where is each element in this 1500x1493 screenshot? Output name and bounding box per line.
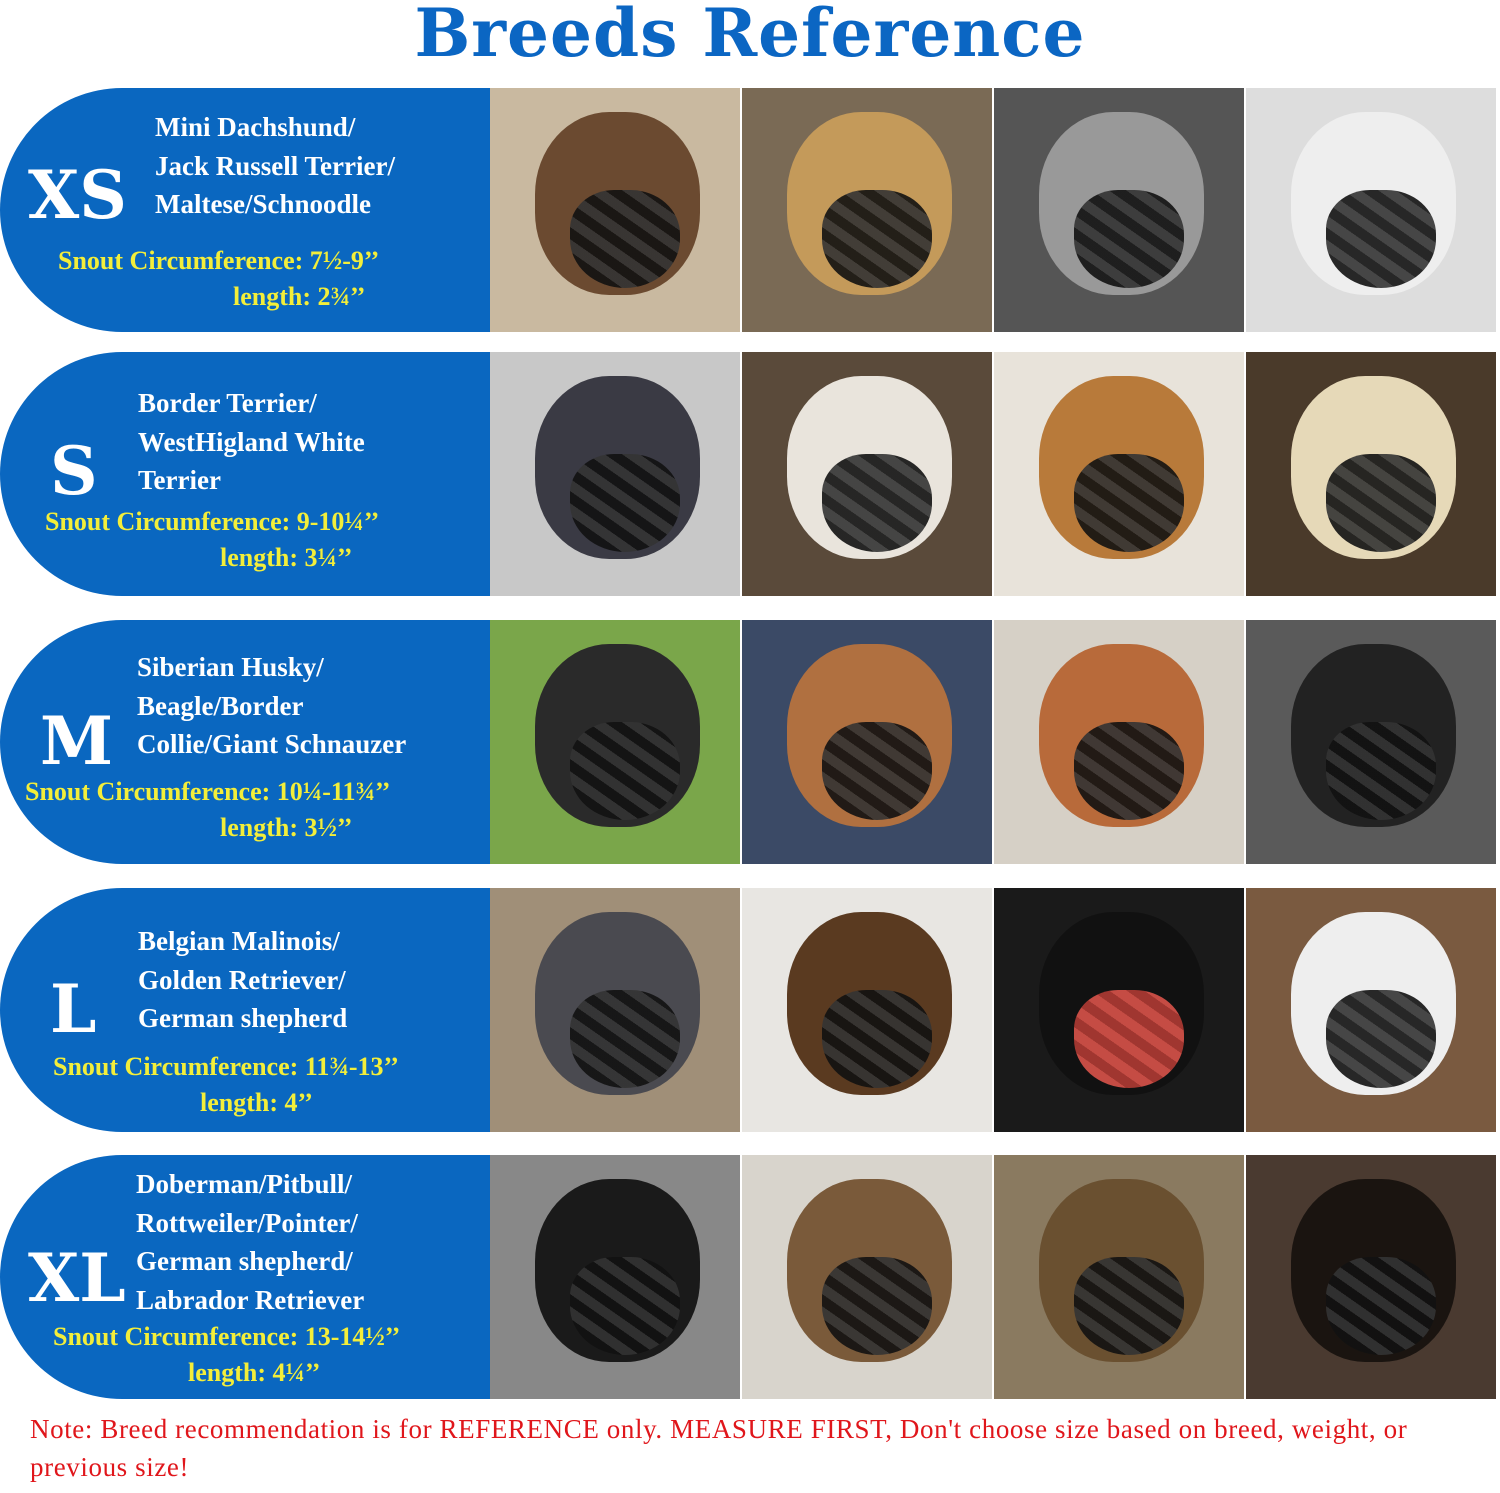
breed-list: Belgian Malinois/Golden Retriever/German… (138, 922, 347, 1038)
dog-photo (994, 1155, 1244, 1399)
snout-circumference: Snout Circumference: 11¾-13’’ (53, 1052, 399, 1081)
breed-list: Doberman/Pitbull/Rottweiler/Pointer/Germ… (136, 1165, 364, 1319)
muzzle-icon (570, 190, 680, 289)
dog-photo (490, 352, 740, 596)
muzzle-icon (1326, 1257, 1436, 1356)
size-panel: XL Doberman/Pitbull/Rottweiler/Pointer/G… (0, 1155, 490, 1399)
muzzle-icon (1074, 454, 1184, 553)
muzzle-icon (1074, 190, 1184, 289)
breed-line: German shepherd (138, 1003, 348, 1033)
size-row-m: M Siberian Husky/Beagle/Border Collie/Gia… (0, 620, 1500, 864)
dog-photo (490, 88, 740, 332)
note-text: Note: Breed recommendation is for REFERE… (30, 1414, 1408, 1482)
size-panel: S Border Terrier/WestHigland White Terrie… (0, 352, 490, 596)
dog-photo (742, 620, 992, 864)
breed-line: Terrier (138, 465, 221, 495)
breed-line: Beagle/Border (137, 690, 304, 721)
breed-list: Border Terrier/WestHigland White Terrier (138, 384, 365, 500)
dog-photo (994, 88, 1244, 332)
snout-circumference: Snout Circumference: 10¼-11¾’’ (25, 777, 391, 806)
size-panel: XS Mini Dachshund/Jack Russell Terrier/M… (0, 88, 490, 332)
snout-length: length: 2¾’’ (233, 282, 366, 311)
breed-line: WestHigland White (138, 426, 365, 457)
breed-list: Siberian Husky/Beagle/Border Collie/Giant… (137, 648, 406, 764)
snout-length: length: 4’’ (200, 1088, 313, 1117)
breed-line: Siberian Husky/ (137, 652, 324, 682)
dog-photo (1246, 352, 1496, 596)
muzzle-icon (822, 190, 932, 289)
size-label: M (40, 702, 114, 780)
dog-photo (742, 352, 992, 596)
breed-line: Maltese/Schnoodle (155, 189, 371, 219)
muzzle-icon (570, 1257, 680, 1356)
snout-length: length: 4¼’’ (188, 1358, 321, 1387)
muzzle-icon (1074, 722, 1184, 821)
size-label: S (50, 432, 98, 510)
muzzle-icon (570, 454, 680, 553)
breed-list: Mini Dachshund/Jack Russell Terrier/Malt… (155, 108, 395, 224)
dog-photo (742, 88, 992, 332)
dog-photo (490, 620, 740, 864)
muzzle-icon (1326, 190, 1436, 289)
dog-photo (490, 1155, 740, 1399)
size-row-s: S Border Terrier/WestHigland White Terrie… (0, 352, 1500, 596)
size-label: L (50, 970, 97, 1048)
dog-photo (1246, 88, 1496, 332)
breed-line: German shepherd/ (136, 1246, 353, 1276)
page-title: Breeds Reference (414, 0, 1086, 72)
dog-photo (1246, 1155, 1496, 1399)
muzzle-icon (1326, 454, 1436, 553)
muzzle-icon (1074, 990, 1184, 1089)
muzzle-icon (1326, 722, 1436, 821)
breed-line: Labrador Retriever (136, 1284, 365, 1315)
size-label: XL (28, 1239, 126, 1317)
muzzle-icon (822, 454, 932, 553)
muzzle-icon (822, 1257, 932, 1356)
size-row-l: L Belgian Malinois/Golden Retriever/Germ… (0, 888, 1500, 1132)
muzzle-icon (822, 990, 932, 1089)
dog-photo (742, 1155, 992, 1399)
muzzle-icon (1074, 1257, 1184, 1356)
size-panel: L Belgian Malinois/Golden Retriever/Germ… (0, 888, 490, 1132)
muzzle-icon (822, 722, 932, 821)
breed-line: Mini Dachshund/ (155, 112, 356, 142)
snout-circumference: Snout Circumference: 13-14½’’ (53, 1322, 401, 1351)
breed-line: Border Terrier/ (138, 388, 317, 418)
muzzle-icon (1326, 990, 1436, 1089)
dog-photo (490, 888, 740, 1132)
dog-photo (742, 888, 992, 1132)
snout-length: length: 3½’’ (220, 813, 353, 842)
dog-photo (994, 352, 1244, 596)
dog-photo (1246, 888, 1496, 1132)
size-panel: M Siberian Husky/Beagle/Border Collie/Gia… (0, 620, 490, 864)
breed-line: Doberman/Pitbull/ (136, 1169, 353, 1199)
breed-line: Rottweiler/Pointer/ (136, 1207, 358, 1238)
size-row-xs: XS Mini Dachshund/Jack Russell Terrier/M… (0, 88, 1500, 332)
dog-photo (994, 888, 1244, 1132)
breed-line: Golden Retriever/ (138, 964, 346, 995)
dog-photo (994, 620, 1244, 864)
size-label: XS (28, 156, 127, 234)
muzzle-icon (570, 722, 680, 821)
breed-line: Collie/Giant Schnauzer (137, 729, 407, 759)
snout-length: length: 3¼’’ (220, 543, 353, 572)
snout-circumference: Snout Circumference: 7½-9’’ (58, 246, 380, 275)
breed-line: Jack Russell Terrier/ (155, 150, 395, 181)
size-row-xl: XL Doberman/Pitbull/Rottweiler/Pointer/G… (0, 1155, 1500, 1399)
snout-circumference: Snout Circumference: 9-10¼’’ (45, 507, 380, 536)
breed-line: Belgian Malinois/ (138, 926, 340, 956)
dog-photo (1246, 620, 1496, 864)
muzzle-icon (570, 990, 680, 1089)
